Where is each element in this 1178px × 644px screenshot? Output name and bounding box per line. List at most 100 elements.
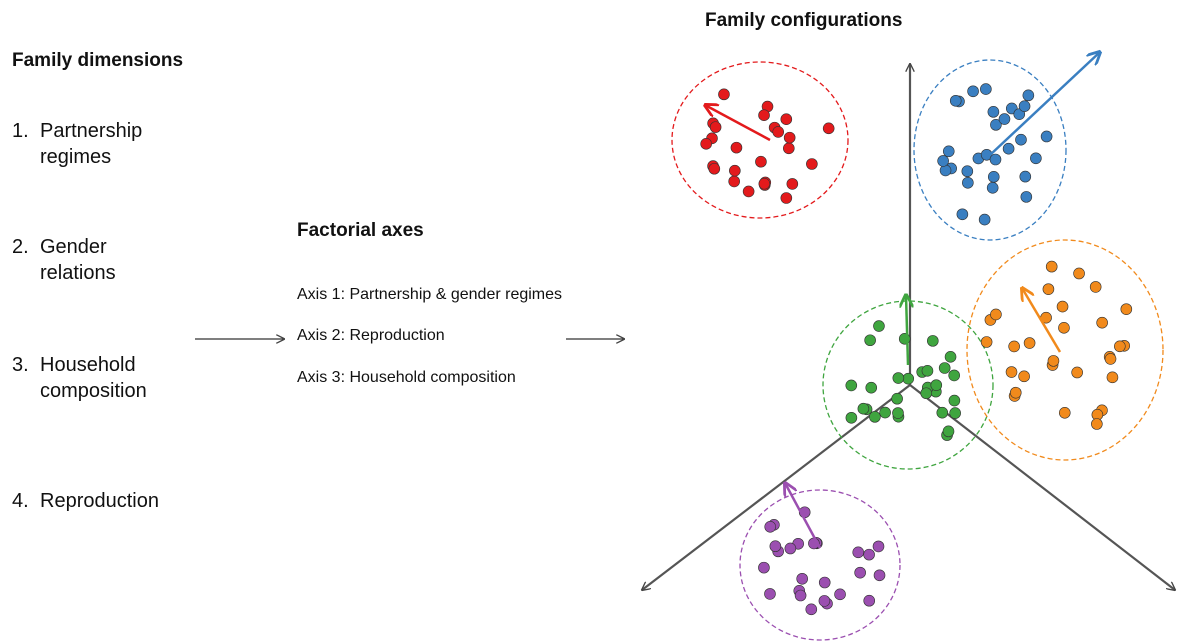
- cluster-point: [892, 372, 905, 384]
- cluster-point: [927, 335, 939, 347]
- cluster-point: [818, 595, 831, 607]
- cluster-ellipse: [822, 300, 994, 470]
- cluster-point: [873, 569, 886, 582]
- item-label: Gender relations: [40, 236, 116, 284]
- cluster-point: [769, 540, 782, 553]
- cluster-point: [1020, 191, 1033, 203]
- cluster-point: [872, 540, 885, 553]
- cluster-point: [1047, 355, 1060, 367]
- item-number: 3.: [12, 354, 29, 376]
- cluster-ellipse: [913, 59, 1067, 241]
- cluster-point: [961, 165, 974, 178]
- axis: [642, 384, 911, 590]
- cluster-arrow: [906, 295, 908, 366]
- axis-item: Axis 3: Household composition: [297, 369, 516, 386]
- cluster-point: [1104, 353, 1117, 365]
- cluster-point: [780, 113, 793, 126]
- cluster-point: [949, 94, 962, 107]
- cluster-point: [864, 334, 876, 347]
- section-title: Family dimensions: [12, 50, 184, 71]
- cluster-point: [1091, 418, 1103, 430]
- cluster-point: [784, 542, 797, 555]
- cluster-point: [956, 208, 969, 221]
- cluster-point: [764, 588, 776, 600]
- cluster-point: [948, 394, 961, 407]
- cluster-arrow: [989, 52, 1100, 156]
- cluster-point: [938, 362, 951, 374]
- item-number: 2.: [12, 236, 29, 258]
- section-title: Family configurations: [705, 10, 903, 31]
- cluster-point: [1023, 337, 1036, 349]
- cluster-point: [1008, 340, 1020, 353]
- cluster-point: [998, 113, 1011, 125]
- cluster-point: [1013, 108, 1026, 120]
- cluster-point: [729, 164, 741, 177]
- cluster-point: [1042, 283, 1055, 295]
- cluster-point: [758, 109, 770, 121]
- cluster-point: [796, 572, 808, 585]
- cluster-point: [772, 126, 785, 138]
- cluster-arrow: [785, 483, 822, 549]
- cluster-point: [987, 106, 1000, 118]
- dimension-item: 4. Reproduction: [12, 488, 175, 514]
- cluster-point: [869, 411, 881, 423]
- cluster-point: [967, 85, 979, 98]
- cluster-point: [1058, 407, 1071, 419]
- cluster-point: [873, 320, 885, 332]
- cluster-point: [758, 561, 770, 574]
- cluster-point: [1096, 316, 1108, 329]
- item-label: Partnership regimes: [40, 120, 143, 168]
- cluster-point: [730, 141, 743, 154]
- cluster-point: [980, 336, 993, 348]
- cluster-point: [1106, 371, 1119, 384]
- cluster-point: [805, 603, 818, 616]
- dimension-item: 2. Gender relations: [12, 234, 175, 286]
- dimension-item: 3. Household composition: [12, 352, 200, 404]
- cluster-point: [990, 119, 1002, 131]
- cluster-point: [937, 155, 949, 167]
- cluster-point: [962, 176, 974, 189]
- cluster-point: [921, 365, 934, 377]
- section-title: Factorial axes: [297, 220, 424, 241]
- cluster-point: [786, 178, 799, 190]
- cluster-point: [879, 406, 891, 419]
- cluster-point: [902, 372, 915, 385]
- axis: [909, 384, 1175, 590]
- cluster-point: [780, 192, 793, 204]
- axis-item: Axis 2: Reproduction: [297, 327, 445, 344]
- cluster-point: [863, 548, 875, 561]
- item-number: 1.: [12, 120, 29, 142]
- cluster-point: [920, 387, 933, 400]
- cluster-point: [794, 589, 807, 602]
- cluster-point: [1056, 300, 1069, 313]
- cluster-point: [942, 425, 955, 438]
- cluster-point: [980, 83, 992, 95]
- cluster-point: [845, 411, 858, 424]
- item-label: Household composition: [40, 354, 147, 402]
- cluster-point: [942, 145, 955, 158]
- cluster-point: [818, 576, 831, 589]
- cluster-point: [939, 164, 952, 177]
- cluster-point: [728, 175, 740, 188]
- cluster-point: [1089, 281, 1102, 293]
- cluster-point: [806, 158, 818, 170]
- cluster-point: [854, 566, 866, 579]
- cluster-point: [1071, 366, 1083, 379]
- cluster-point: [1030, 152, 1042, 165]
- cluster-point: [949, 407, 961, 419]
- cluster-point: [944, 351, 957, 363]
- cluster-point: [783, 131, 796, 144]
- cluster-point: [1040, 130, 1053, 143]
- cluster-point: [755, 155, 767, 168]
- cluster-point: [845, 379, 858, 392]
- cluster-point: [764, 520, 777, 533]
- cluster-arrow: [705, 105, 771, 142]
- cluster-point: [1058, 322, 1070, 334]
- cluster-point: [891, 392, 903, 405]
- cluster-point: [930, 379, 943, 391]
- cluster-point: [978, 213, 991, 226]
- cluster-point: [709, 121, 722, 133]
- cluster-point: [989, 153, 1002, 166]
- item-label: Reproduction: [40, 490, 159, 512]
